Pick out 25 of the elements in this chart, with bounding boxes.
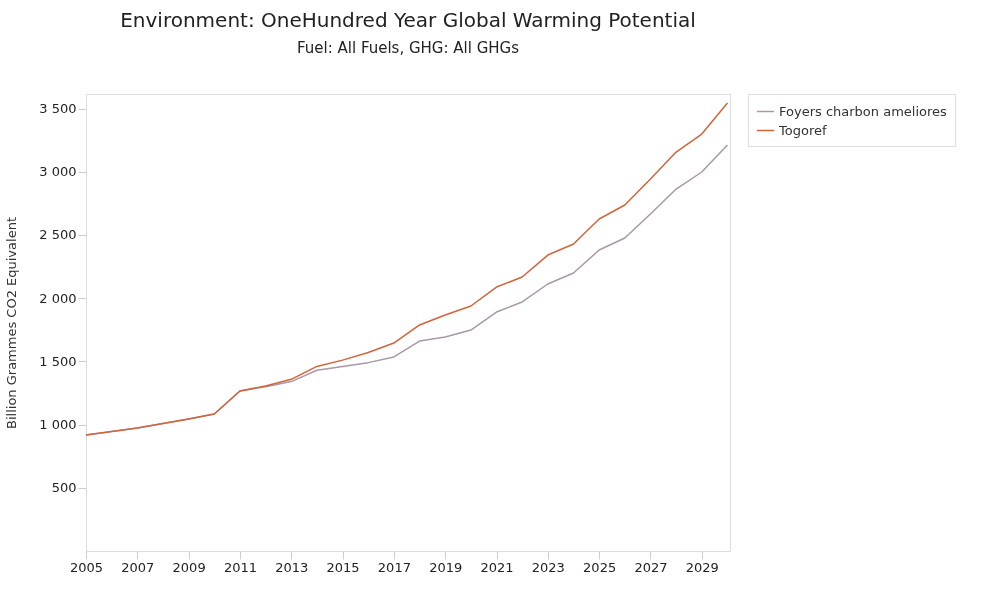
x-tick-label: 2015 <box>326 559 360 575</box>
chart-title: Environment: OneHundred Year Global Warming Potential <box>120 7 696 32</box>
x-tick-label: 2017 <box>377 559 411 575</box>
y-tick-label: 2 500 <box>39 227 77 243</box>
x-tick-label: 2007 <box>121 559 155 575</box>
y-tick-label: 3 000 <box>39 164 77 180</box>
y-tick-label: 2 000 <box>39 290 77 306</box>
x-tick-label: 2009 <box>172 559 206 575</box>
y-tick-label: 1 000 <box>39 417 77 433</box>
x-tick-label: 2005 <box>69 559 104 575</box>
x-tick-label: 2013 <box>275 559 309 575</box>
y-tick-label: 1 500 <box>39 353 77 369</box>
chart-subtitle: Fuel: All Fuels, GHG: All GHGs <box>296 38 520 57</box>
x-tick-label: 2027 <box>634 559 668 575</box>
legend-label: Foyers charbon ameliores <box>779 103 948 119</box>
x-tick-label: 2029 <box>685 559 719 575</box>
x-tick-label: 2011 <box>223 559 257 575</box>
x-tick-label: 2023 <box>531 559 565 575</box>
y-tick-label: 3 500 <box>39 101 77 117</box>
x-tick-label: 2025 <box>583 559 617 575</box>
x-tick-label: 2021 <box>480 559 514 575</box>
y-axis-title: Billion Grammes CO2 Equivalent <box>4 217 20 429</box>
x-tick-label: 2019 <box>429 559 463 575</box>
y-tick-label: 500 <box>51 480 77 496</box>
legend-label: Togoref <box>778 122 827 138</box>
